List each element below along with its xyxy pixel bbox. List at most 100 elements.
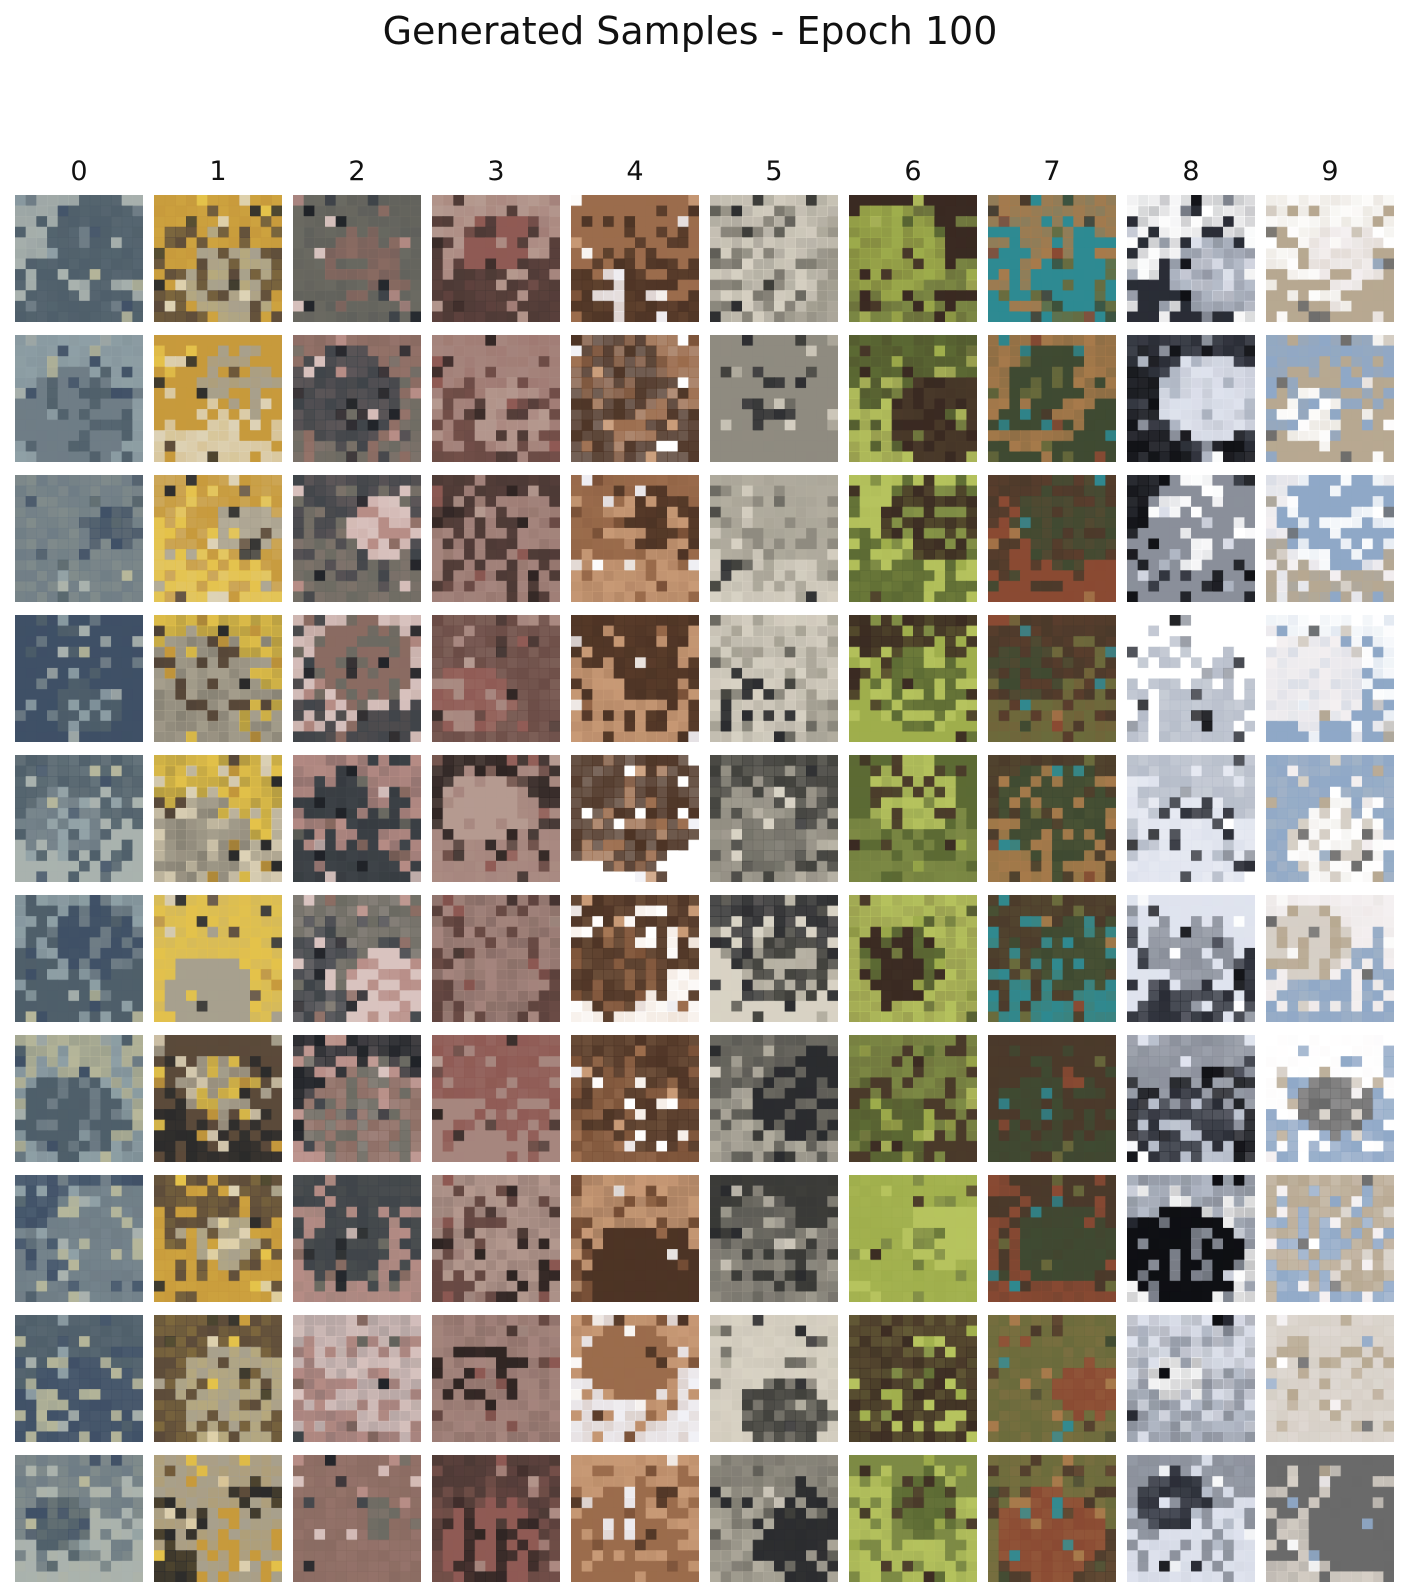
- sample-image: [571, 475, 699, 602]
- sample-image: [710, 335, 838, 462]
- sample-image: [849, 335, 977, 462]
- sample-image-pixels: [1127, 1175, 1255, 1302]
- sample-image: [571, 755, 699, 882]
- sample-image: [988, 755, 1116, 882]
- sample-image: [293, 755, 421, 882]
- column-label-3: 3: [487, 156, 505, 187]
- figure-title: Generated Samples - Epoch 100: [382, 9, 998, 53]
- sample-image-pixels: [571, 755, 699, 882]
- sample-image: [988, 1315, 1116, 1442]
- sample-image-pixels: [15, 335, 143, 462]
- sample-image: [293, 1315, 421, 1442]
- sample-image-pixels: [432, 195, 560, 322]
- sample-image-pixels: [293, 615, 421, 742]
- sample-image: [154, 475, 282, 602]
- sample-image-pixels: [15, 475, 143, 602]
- sample-image: [571, 1035, 699, 1162]
- sample-image: [432, 1175, 560, 1302]
- sample-image-pixels: [15, 1315, 143, 1442]
- sample-image: [432, 475, 560, 602]
- sample-image-pixels: [1266, 475, 1394, 602]
- sample-image-pixels: [571, 615, 699, 742]
- sample-image: [1266, 475, 1394, 602]
- sample-image: [1266, 615, 1394, 742]
- sample-image: [1266, 1455, 1394, 1582]
- sample-image-pixels: [710, 615, 838, 742]
- sample-image-pixels: [849, 335, 977, 462]
- sample-image: [988, 475, 1116, 602]
- sample-image-pixels: [571, 1175, 699, 1302]
- sample-image-pixels: [1127, 1035, 1255, 1162]
- sample-image: [571, 1315, 699, 1442]
- sample-image-pixels: [432, 335, 560, 462]
- sample-image-pixels: [1127, 615, 1255, 742]
- sample-image-pixels: [849, 895, 977, 1022]
- sample-image-pixels: [293, 1175, 421, 1302]
- sample-image-pixels: [988, 1315, 1116, 1442]
- sample-image: [1266, 895, 1394, 1022]
- sample-image: [15, 1315, 143, 1442]
- sample-image: [710, 755, 838, 882]
- sample-image: [1127, 755, 1255, 882]
- sample-image-pixels: [710, 895, 838, 1022]
- sample-image-pixels: [1127, 1455, 1255, 1582]
- sample-image: [988, 1455, 1116, 1582]
- sample-image-pixels: [710, 475, 838, 602]
- sample-image-pixels: [988, 755, 1116, 882]
- sample-image: [710, 475, 838, 602]
- sample-image-pixels: [849, 195, 977, 322]
- sample-image: [710, 895, 838, 1022]
- sample-image-pixels: [1266, 195, 1394, 322]
- sample-image: [710, 615, 838, 742]
- sample-image-pixels: [849, 755, 977, 882]
- column-label-6: 6: [904, 156, 922, 187]
- column-label-1: 1: [209, 156, 227, 187]
- sample-image: [1127, 195, 1255, 322]
- sample-image-pixels: [293, 475, 421, 602]
- sample-image: [1266, 1175, 1394, 1302]
- sample-image-pixels: [1127, 895, 1255, 1022]
- sample-image: [849, 195, 977, 322]
- sample-image-pixels: [710, 1455, 838, 1582]
- sample-image: [154, 755, 282, 882]
- sample-image-pixels: [849, 1175, 977, 1302]
- sample-image: [293, 1175, 421, 1302]
- sample-image: [849, 1455, 977, 1582]
- sample-image-pixels: [154, 755, 282, 882]
- sample-image: [1127, 1315, 1255, 1442]
- sample-image: [849, 1315, 977, 1442]
- sample-image: [1266, 755, 1394, 882]
- sample-image-pixels: [1127, 1315, 1255, 1442]
- sample-image: [293, 195, 421, 322]
- sample-image: [710, 1315, 838, 1442]
- sample-image: [15, 1175, 143, 1302]
- sample-image-pixels: [1127, 755, 1255, 882]
- sample-image-pixels: [293, 1315, 421, 1442]
- sample-image: [849, 1175, 977, 1302]
- sample-image-pixels: [710, 195, 838, 322]
- sample-image: [154, 195, 282, 322]
- sample-image-pixels: [1266, 335, 1394, 462]
- sample-image-pixels: [710, 335, 838, 462]
- sample-image: [293, 475, 421, 602]
- sample-image-pixels: [154, 335, 282, 462]
- sample-image-pixels: [571, 895, 699, 1022]
- sample-image-pixels: [988, 1455, 1116, 1582]
- sample-image-pixels: [15, 1035, 143, 1162]
- sample-image: [988, 1175, 1116, 1302]
- sample-image: [1266, 195, 1394, 322]
- sample-image-pixels: [154, 895, 282, 1022]
- column-label-2: 2: [348, 156, 366, 187]
- sample-image: [571, 615, 699, 742]
- sample-image-pixels: [1266, 1035, 1394, 1162]
- sample-image-pixels: [571, 1315, 699, 1442]
- sample-image-pixels: [988, 335, 1116, 462]
- sample-image: [15, 1455, 143, 1582]
- sample-image: [1127, 895, 1255, 1022]
- sample-image-pixels: [988, 1035, 1116, 1162]
- column-label-8: 8: [1182, 156, 1200, 187]
- sample-image: [1266, 1315, 1394, 1442]
- sample-image: [1127, 615, 1255, 742]
- sample-image: [432, 1035, 560, 1162]
- sample-image-pixels: [293, 1455, 421, 1582]
